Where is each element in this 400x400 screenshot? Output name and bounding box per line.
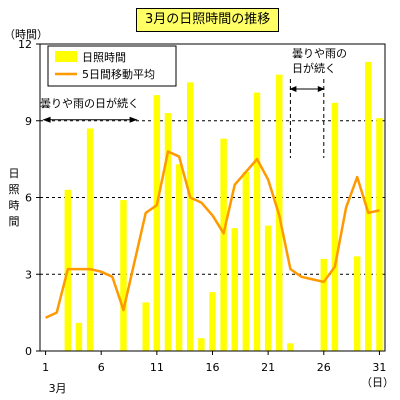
bar [264,225,272,351]
bar [320,258,328,351]
bar [153,95,161,352]
y-tick-label: 3 [25,268,32,281]
bar [120,200,127,351]
chart-title: 3月の日照時間の推移 [136,8,280,32]
bar-series [64,61,383,352]
bar [209,292,216,351]
bar [187,82,194,351]
legend-label-line: 5日間移動平均 [82,67,155,81]
annotation-text: 日が続く [292,61,336,75]
bar [242,171,250,351]
x-tick-label: 21 [261,361,275,374]
bar [253,92,261,351]
annotation-arrowhead-right [317,86,325,92]
x-tick-label: 26 [317,361,331,374]
y-tick-label: 0 [25,345,32,358]
annotation-arrowhead-left [42,116,51,123]
x-axis-month-label: 3月 [49,382,67,395]
bar [220,138,227,351]
x-tick-label: 11 [150,361,164,374]
bar [164,113,172,351]
annotation-arrowhead-left [289,86,297,92]
y-tick-label: 12 [18,38,32,51]
bar [175,164,183,351]
x-tick-label: 1 [42,361,49,374]
bar [75,322,83,351]
bar [287,343,294,351]
moving-average-line [45,150,380,319]
annotation-arrowhead-right [129,116,138,123]
annotation-text: 曇りや雨の日が続く [40,96,139,110]
moving-average-series [45,150,380,319]
legend-swatch-bar [55,51,77,62]
y-axis-label-char: 間 [9,215,20,228]
legend-label-bar: 日照時間 [82,51,126,64]
bar [231,228,238,351]
y-tick-label: 6 [25,192,32,205]
y-axis-label-char: 日 [9,167,20,180]
y-tick-label: 9 [25,115,32,128]
y-unit-label: （時間） [4,28,48,41]
bar [86,128,94,351]
bar [353,256,361,351]
x-tick-label: 16 [206,361,220,374]
bar [331,102,339,351]
annotation-text: 曇りや雨の [292,47,347,60]
x-tick-label: 6 [98,361,105,374]
bar [198,338,205,351]
legend: 日照時間 5日間移動平均 [47,45,177,87]
x-unit-label: （日） [361,376,394,389]
bar [142,302,149,351]
x-tick-label: 31 [372,361,386,374]
y-axis-label-char: 照 [9,183,20,196]
bar [376,118,383,351]
y-axis-label-char: 時 [9,199,20,212]
bar [365,61,372,352]
